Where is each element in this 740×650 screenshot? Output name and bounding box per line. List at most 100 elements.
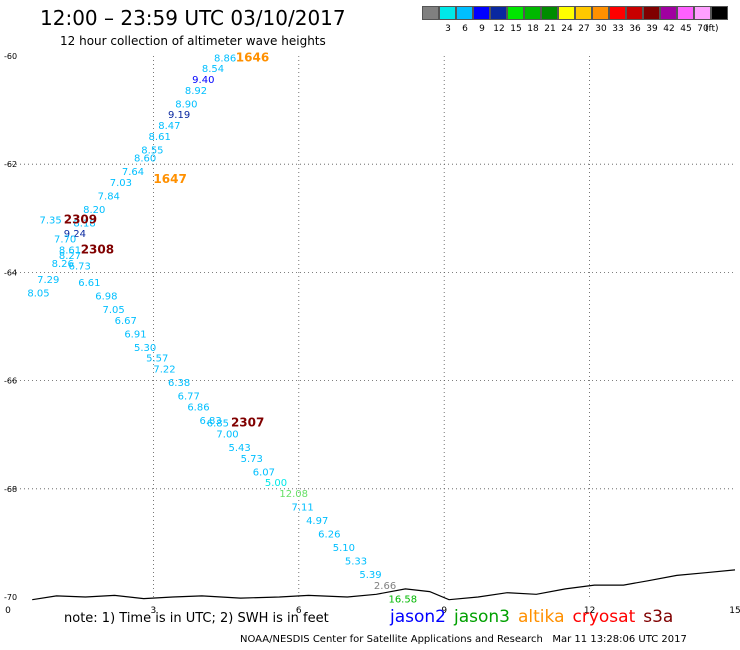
wave-height-label: 8.18 [73, 218, 95, 229]
wave-height-label: 5.33 [345, 557, 367, 568]
scale-swatch [592, 6, 609, 20]
scale-label: 15 [510, 24, 522, 34]
wave-height-label: 7.84 [98, 191, 120, 202]
scale-label: 6 [462, 24, 468, 34]
wave-height-label: 6.61 [78, 278, 100, 289]
x-tick-label: 6 [296, 606, 302, 616]
scale-swatch [558, 6, 575, 20]
wave-height-label: 8.61 [59, 245, 81, 256]
scale-label: 45 [680, 24, 692, 34]
scale-swatch [490, 6, 507, 20]
y-tick-label: -60 [4, 52, 17, 61]
map-subtitle: 12 hour collection of altimeter wave hei… [60, 34, 326, 48]
wave-height-label: 7.03 [110, 178, 132, 189]
scale-swatch [473, 6, 490, 20]
wave-height-label: 6.38 [168, 378, 190, 389]
wave-height-label: 8.86 [214, 53, 236, 64]
scale-label: 27 [578, 24, 590, 34]
wave-height-label: 5.73 [241, 454, 263, 465]
wave-height-label: 5.30 [134, 343, 156, 354]
x-tick-label: 3 [151, 606, 157, 616]
scale-swatch [439, 6, 456, 20]
scale-swatch [524, 6, 541, 20]
scale-swatch [643, 6, 660, 20]
scale-label: 42 [663, 24, 675, 34]
scale-swatch [677, 6, 694, 20]
scale-label: 30 [595, 24, 607, 34]
wave-height-label: 7.70 [54, 235, 76, 246]
wave-height-label: 6.07 [253, 467, 275, 478]
x-tick-label: 15 [729, 606, 740, 616]
wave-height-label: 7.11 [292, 502, 314, 513]
wave-height-label: 7.22 [153, 364, 175, 375]
wave-height-label: 12.08 [279, 489, 308, 500]
wave-height-label: 5.10 [333, 543, 355, 554]
scale-label: 36 [629, 24, 641, 34]
wave-height-label: 6.85 [207, 419, 229, 430]
wave-height-label: 5.57 [146, 354, 168, 365]
x-tick-label: 9 [441, 606, 447, 616]
wave-height-labels: 8.868.549.408.928.909.198.478.618.558.60… [27, 53, 417, 605]
legend-item-jason2: jason2 [390, 607, 446, 627]
scale-swatch [609, 6, 626, 20]
wave-height-label: 9.24 [64, 229, 86, 240]
scale-swatch [660, 6, 677, 20]
wave-height-label: 8.55 [141, 145, 163, 156]
wave-height-label: 8.26 [52, 259, 74, 270]
scale-swatch [541, 6, 558, 20]
wave-height-label: 7.00 [216, 429, 238, 440]
wave-height-label: 4.97 [306, 516, 328, 527]
wave-height-label: 8.54 [202, 64, 224, 75]
legend-item-s3a: s3a [643, 607, 674, 627]
wave-height-label: 7.64 [122, 167, 144, 178]
wave-height-label: 7.35 [40, 216, 62, 227]
credit-line: NOAA/NESDIS Center for Satellite Applica… [240, 634, 687, 645]
wave-height-label: 5.39 [359, 570, 381, 581]
scale-label: 21 [544, 24, 556, 34]
scale-label: 33 [612, 24, 624, 34]
y-tick-label: -70 [4, 593, 17, 602]
scale-swatch [626, 6, 643, 20]
scale-label: 70 [697, 24, 709, 34]
wave-height-label: 7.29 [37, 275, 59, 286]
wave-height-label: 8.27 [59, 251, 81, 262]
wave-height-label: 8.47 [158, 121, 180, 132]
scale-unit: (ft) [705, 24, 719, 34]
wave-height-label: 6.98 [95, 291, 117, 302]
scale-label: 3 [445, 24, 451, 34]
axis-ticks: 0 3 6 9 12 15 -60 -62 -64 -66 -68 -70 [4, 52, 740, 616]
scale-swatch [456, 6, 473, 20]
scale-label: 12 [493, 24, 505, 34]
pass-time-label: 1646 [236, 50, 269, 64]
wave-height-label: 16.58 [388, 594, 417, 605]
coastline [32, 569, 736, 601]
legend-item-altika: altika [518, 607, 565, 627]
scale-swatch [694, 6, 711, 20]
wave-height-label: 9.19 [168, 110, 190, 121]
scale-swatch [575, 6, 592, 20]
scale-swatch [422, 6, 439, 20]
wave-height-label: 6.26 [318, 529, 340, 540]
wave-height-label: 2.66 [374, 581, 396, 592]
y-tick-label: -64 [4, 268, 17, 277]
scale-label: 9 [479, 24, 485, 34]
wave-height-label: 6.77 [178, 392, 200, 403]
scale-label: 24 [561, 24, 573, 34]
scale-swatch [711, 6, 728, 20]
x-tick-label: 12 [584, 606, 595, 616]
wave-height-label: 8.20 [83, 205, 105, 216]
wave-height-label: 8.92 [185, 86, 207, 97]
wave-height-label: 8.05 [27, 289, 49, 300]
satellite-legend: jason2 jason3 altika cryosat s3a [390, 607, 681, 627]
wave-height-label: 8.60 [134, 153, 156, 164]
wave-height-label: 5.00 [265, 478, 287, 489]
footnote: note: 1) Time is in UTC; 2) SWH is in fe… [64, 611, 329, 626]
pass-time-labels: 1646 1647 2309 2308 2307 [64, 50, 269, 429]
wave-height-label: 7.05 [103, 305, 125, 316]
legend-item-cryosat: cryosat [572, 607, 636, 627]
wave-height-label: 6.73 [69, 262, 91, 273]
legend-item-jason3: jason3 [454, 607, 510, 627]
pass-time-label: 2309 [64, 213, 97, 227]
wave-height-label: 6.86 [187, 402, 209, 413]
scale-swatch [507, 6, 524, 20]
